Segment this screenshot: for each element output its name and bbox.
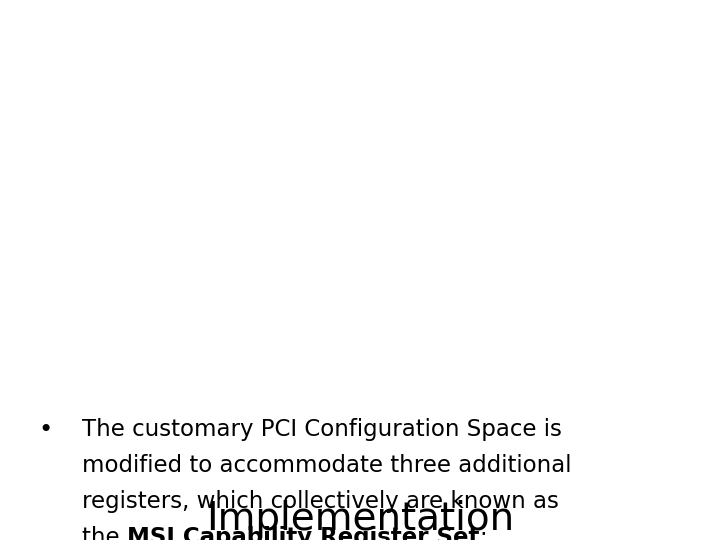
Text: The customary PCI Configuration Space is: The customary PCI Configuration Space is: [82, 418, 562, 441]
Text: the: the: [82, 526, 127, 540]
Text: modified to accommodate three additional: modified to accommodate three additional: [82, 454, 572, 477]
Text: Implementation: Implementation: [206, 500, 514, 538]
Text: :: :: [480, 526, 487, 540]
Text: registers, which collectively are known as: registers, which collectively are known …: [82, 490, 559, 513]
Text: •: •: [38, 418, 53, 442]
Text: MSI Capability Register Set: MSI Capability Register Set: [127, 526, 480, 540]
